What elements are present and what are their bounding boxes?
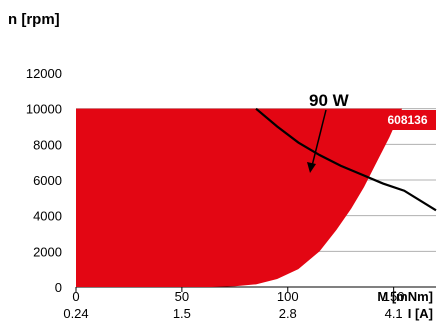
power-curve-label: 90 W xyxy=(309,91,350,110)
x-tick-label-torque: 0 xyxy=(72,289,79,304)
power-curve xyxy=(255,107,437,212)
y-tick-label: 6000 xyxy=(33,173,62,188)
y-axis-label: n [rpm] xyxy=(8,11,60,28)
x-axis-label-torque: M [mNm] xyxy=(377,289,433,304)
y-tick-label: 10000 xyxy=(26,102,62,117)
y-tick-label: 4000 xyxy=(33,209,62,224)
x-tick-label-current: 4.1 xyxy=(385,306,403,321)
x-tick-label-torque: 150 xyxy=(383,289,405,304)
x-tick-label-torque: 50 xyxy=(175,289,189,304)
motor-id-label: 608136 xyxy=(387,113,427,127)
x-tick-label-current: 0.24 xyxy=(63,306,88,321)
power-label-arrow xyxy=(311,109,327,167)
y-tick-label: 12000 xyxy=(26,66,62,81)
y-tick-label: 0 xyxy=(55,280,62,295)
operating-range-area xyxy=(76,108,403,288)
x-tick-label-current: 2.8 xyxy=(279,306,297,321)
x-tick-label-current: 1.5 xyxy=(173,306,191,321)
y-tick-label: 2000 xyxy=(33,244,62,259)
motor-id-badge xyxy=(379,110,436,130)
x-tick-label-torque: 100 xyxy=(277,289,299,304)
y-tick-label: 8000 xyxy=(33,137,62,152)
power-label-arrowhead xyxy=(307,162,316,173)
x-axis-label-current: I [A] xyxy=(408,306,433,321)
